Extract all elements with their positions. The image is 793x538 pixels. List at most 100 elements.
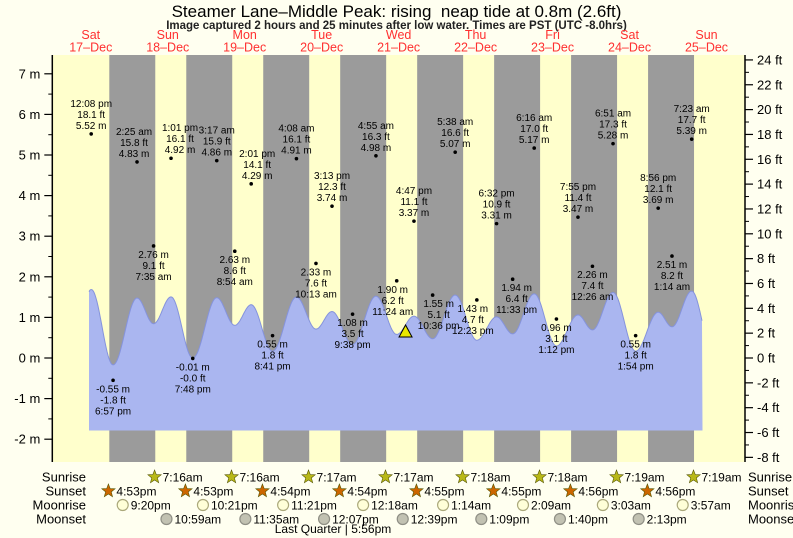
- moonrise-icon: [196, 498, 210, 512]
- sunset-time-label: 4:56pm: [655, 485, 695, 499]
- tide-event-dot: [111, 378, 115, 383]
- tide-event-dot: [330, 204, 334, 208]
- day-date-label: 25–Dec: [685, 41, 728, 55]
- day-date-label: 18–Dec: [146, 41, 189, 55]
- moonset-icon: [239, 512, 252, 526]
- tide-event-label: 2.33 m: [301, 267, 332, 278]
- tide-event-label: 4:47 pm: [396, 186, 432, 197]
- tide-event-label: 14.1 ft: [243, 160, 271, 171]
- sunrise-time-label: 7:16am: [240, 471, 280, 485]
- astro-row-label-left: Sunset: [46, 484, 87, 499]
- tide-event-label: 1.55 m: [423, 299, 454, 310]
- day-of-week-label: Fri: [545, 28, 560, 42]
- astro-rows: 7:16am 7:16am 7:17am 7:17am 7:18am 7:18am 7:19…: [33, 469, 793, 536]
- m-axis-label: -1 m: [14, 391, 40, 406]
- tide-event-dot: [89, 132, 94, 136]
- sunrise-icon: [147, 469, 163, 484]
- sunset-time-label: 4:54pm: [347, 485, 387, 499]
- tide-event-label: 3.47 m: [563, 204, 594, 215]
- tide-event-label: 7:48 pm: [175, 384, 211, 395]
- sunrise-time-label: 7:17am: [394, 471, 434, 485]
- ft-axis-label: 12 ft: [757, 201, 783, 216]
- moonrise-icon: [596, 498, 609, 512]
- tide-event-dot: [611, 141, 615, 146]
- tide-event-label: 3.74 m: [317, 193, 348, 204]
- tide-event-label: 15.9 ft: [203, 137, 231, 148]
- tide-event-dot: [294, 156, 299, 161]
- tide-event-label: 3.37 m: [399, 208, 430, 219]
- day-labels: Sat17–DecSun18–DecMon19–DecTue20–DecWed2…: [69, 28, 728, 55]
- astro-row-label-right: Sunrise: [748, 470, 792, 485]
- tide-event-label: -1.8 ft: [100, 395, 126, 406]
- tide-event-label: 2:01 pm: [239, 149, 275, 160]
- tide-event-label: 5.52 m: [76, 121, 107, 132]
- day-of-week-label: Thu: [465, 28, 487, 42]
- tide-event-label: 11:24 am: [372, 307, 413, 318]
- tide-event-dot: [249, 182, 253, 186]
- sunrise-icon: [455, 469, 471, 484]
- tide-event-label: 1.8 ft: [261, 351, 283, 362]
- sunrise-icon: [224, 469, 240, 484]
- m-axis-label: 5 m: [19, 148, 41, 163]
- tide-event-dot: [394, 279, 399, 283]
- sunrise-time-label: 7:19am: [702, 471, 742, 485]
- moonrise-time-label: 10:21pm: [211, 499, 258, 513]
- tide-event-label: 12.3 ft: [318, 182, 346, 193]
- ft-axis-label: 4 ft: [757, 301, 775, 316]
- sunrise-time-label: 7:18am: [548, 471, 588, 485]
- ft-axis-label: 0 ft: [757, 351, 775, 366]
- tide-event-label: 1.43 m: [458, 304, 489, 315]
- sunset-icon: [639, 483, 655, 498]
- sunrise-icon: [686, 469, 702, 484]
- axes: 7 m 6 m 5 m 4 m 3 m 2 m 1 m 0 m -1 m -2 m 24 ft 22 …: [14, 52, 782, 464]
- ft-axis-label: 14 ft: [757, 177, 783, 192]
- tide-event-label: 15.8 ft: [120, 138, 148, 149]
- sunrise-icon: [609, 469, 625, 484]
- moonrise-time-label: 12:18am: [371, 499, 418, 513]
- tide-event-label: -0.01 m: [176, 362, 210, 373]
- tide-event-label: 1:12 pm: [538, 345, 574, 356]
- tide-event-dot: [430, 293, 435, 297]
- day-of-week-label: Tue: [311, 28, 332, 42]
- sunset-time-label: 4:55pm: [424, 485, 464, 499]
- tide-area: [89, 289, 703, 431]
- moonset-time-label: 1:09pm: [489, 513, 529, 527]
- tide-event-dot: [633, 333, 638, 338]
- tide-event-label: 6:32 pm: [478, 189, 514, 200]
- astro-row-label-left: Sunrise: [42, 470, 86, 485]
- day-of-week-label: Sun: [695, 28, 717, 42]
- moon-phase-label: Last Quarter | 5:56pm: [275, 522, 392, 536]
- tide-event-label: 2.76 m: [138, 250, 169, 261]
- moonset-time-label: 10:59am: [174, 513, 221, 527]
- tide-event-dot: [412, 219, 416, 223]
- sunset-time-label: 4:55pm: [501, 485, 541, 499]
- tide-event-dot: [151, 244, 156, 248]
- tide-event-dot: [214, 158, 219, 163]
- moonset-time-label: 1:40pm: [568, 513, 608, 527]
- moonrise-icon: [357, 498, 370, 512]
- sunrise-time-label: 7:19am: [625, 471, 665, 485]
- sunrise-time-label: 7:18am: [471, 471, 511, 485]
- moonset-time-label: 11:35am: [253, 513, 299, 527]
- ft-axis-label: 18 ft: [757, 127, 783, 142]
- ft-axis-label: -4 ft: [757, 400, 780, 415]
- tide-event-label: 3.69 m: [643, 195, 674, 206]
- tide-event-label: 4.92 m: [165, 145, 196, 156]
- tide-event-label: 8.2 ft: [661, 271, 683, 282]
- moonrise-icon: [116, 498, 129, 512]
- tide-event-dot: [169, 156, 173, 161]
- tide-event-dot: [689, 137, 694, 141]
- moonset-icon: [553, 512, 567, 526]
- moonrise-icon: [277, 498, 290, 512]
- moonrise-time-label: 11:21pm: [291, 499, 337, 513]
- chart-subtitle: Image captured 2 hours and 25 minutes af…: [166, 20, 627, 32]
- astro-row-label-right: Moonset: [748, 512, 793, 527]
- sunset-icon: [408, 483, 424, 498]
- tide-event-label: 4.98 m: [361, 143, 392, 154]
- tide-event-label: 6:16 am: [516, 113, 552, 124]
- tide-event-dot: [656, 206, 660, 210]
- tide-event-label: -0.55 m: [96, 384, 130, 395]
- moonrise-icon: [516, 498, 530, 512]
- astro-row-label-left: Moonset: [36, 512, 86, 527]
